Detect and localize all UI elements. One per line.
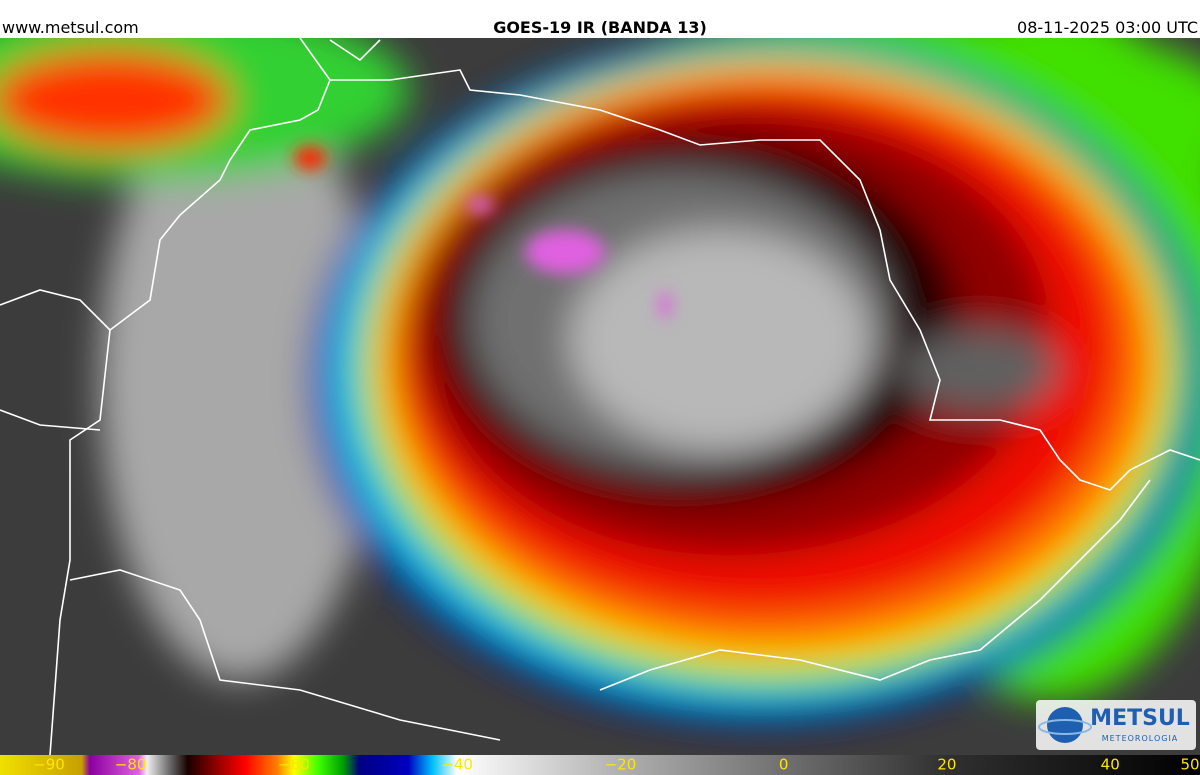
satellite-image: [0, 38, 1200, 755]
timestamp: 08-11-2025 03:00 UTC: [1017, 18, 1198, 37]
colorbar-tick-label: 20: [937, 756, 956, 774]
colorbar-tick-label: −90: [33, 756, 65, 774]
image-title: GOES-19 IR (BANDA 13): [493, 18, 707, 37]
logo: METSUL METEOROLOGIA: [1036, 700, 1196, 750]
colorbar-tick-label: 0: [779, 756, 789, 774]
site-url: www.metsul.com: [2, 18, 139, 37]
colorbar-tick-label: −80: [115, 756, 147, 774]
colorbar-tick-label: 50: [1180, 756, 1199, 774]
colorbar-tick-label: −20: [605, 756, 637, 774]
colorbar-tick-label: −40: [441, 756, 473, 774]
colorbar-tick-label: −60: [278, 756, 310, 774]
logo-subtitle: METEOROLOGIA: [1102, 734, 1179, 743]
colorbar: [0, 755, 1200, 775]
colorbar-tick-label: 40: [1101, 756, 1120, 774]
logo-name: METSUL: [1090, 706, 1190, 731]
